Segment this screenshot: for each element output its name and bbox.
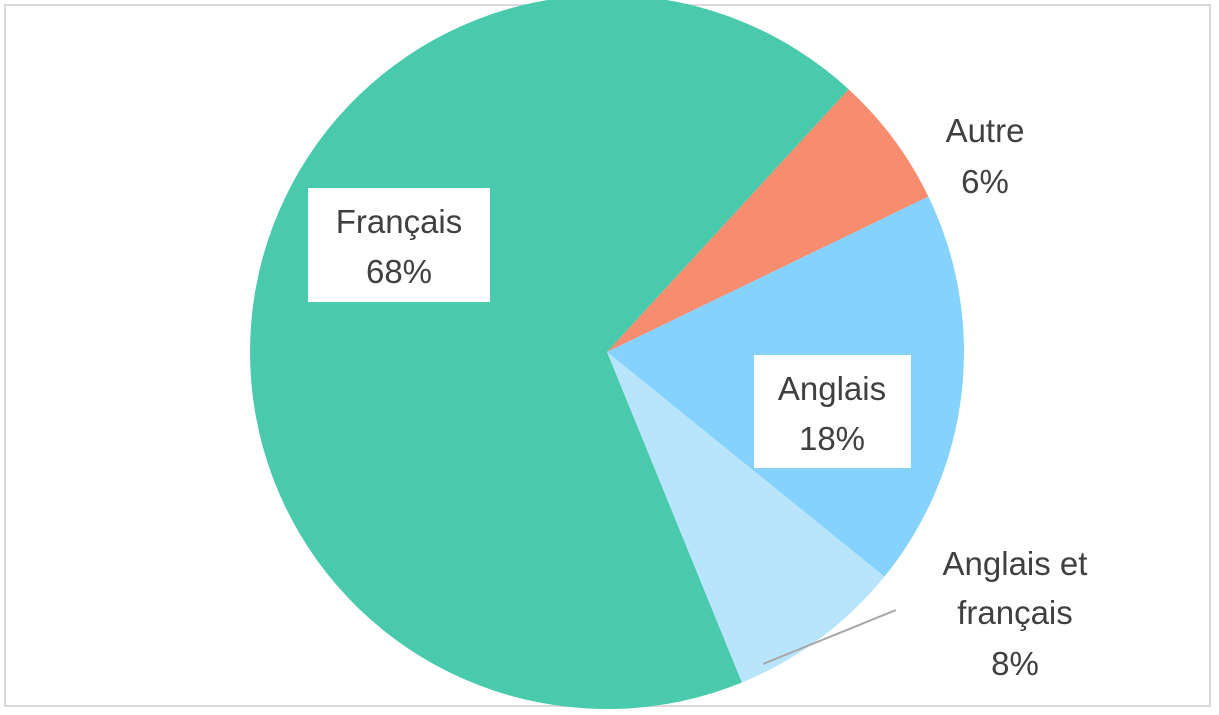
slice-anglais-et-francais xyxy=(607,352,885,683)
slice-francais xyxy=(250,0,849,709)
slice-label-francais: Français xyxy=(336,203,463,240)
slice-label-anglais: Anglais xyxy=(778,370,886,407)
slice-label-autre: Autre xyxy=(946,112,1025,149)
label-box-anglais xyxy=(754,355,911,468)
slice-label-francais-2: français xyxy=(957,594,1073,631)
pie-slices xyxy=(250,0,964,709)
slice-label-anglais-et: Anglais et xyxy=(943,545,1088,582)
slice-value-anglais: 18% xyxy=(799,420,865,457)
label-box-francais xyxy=(308,188,490,302)
slice-value-francais: 68% xyxy=(366,253,432,290)
slice-autre xyxy=(607,89,929,353)
slice-value-autre: 6% xyxy=(961,163,1009,200)
leader-line xyxy=(762,609,897,665)
slice-value-anglais-et-francais: 8% xyxy=(991,645,1039,682)
